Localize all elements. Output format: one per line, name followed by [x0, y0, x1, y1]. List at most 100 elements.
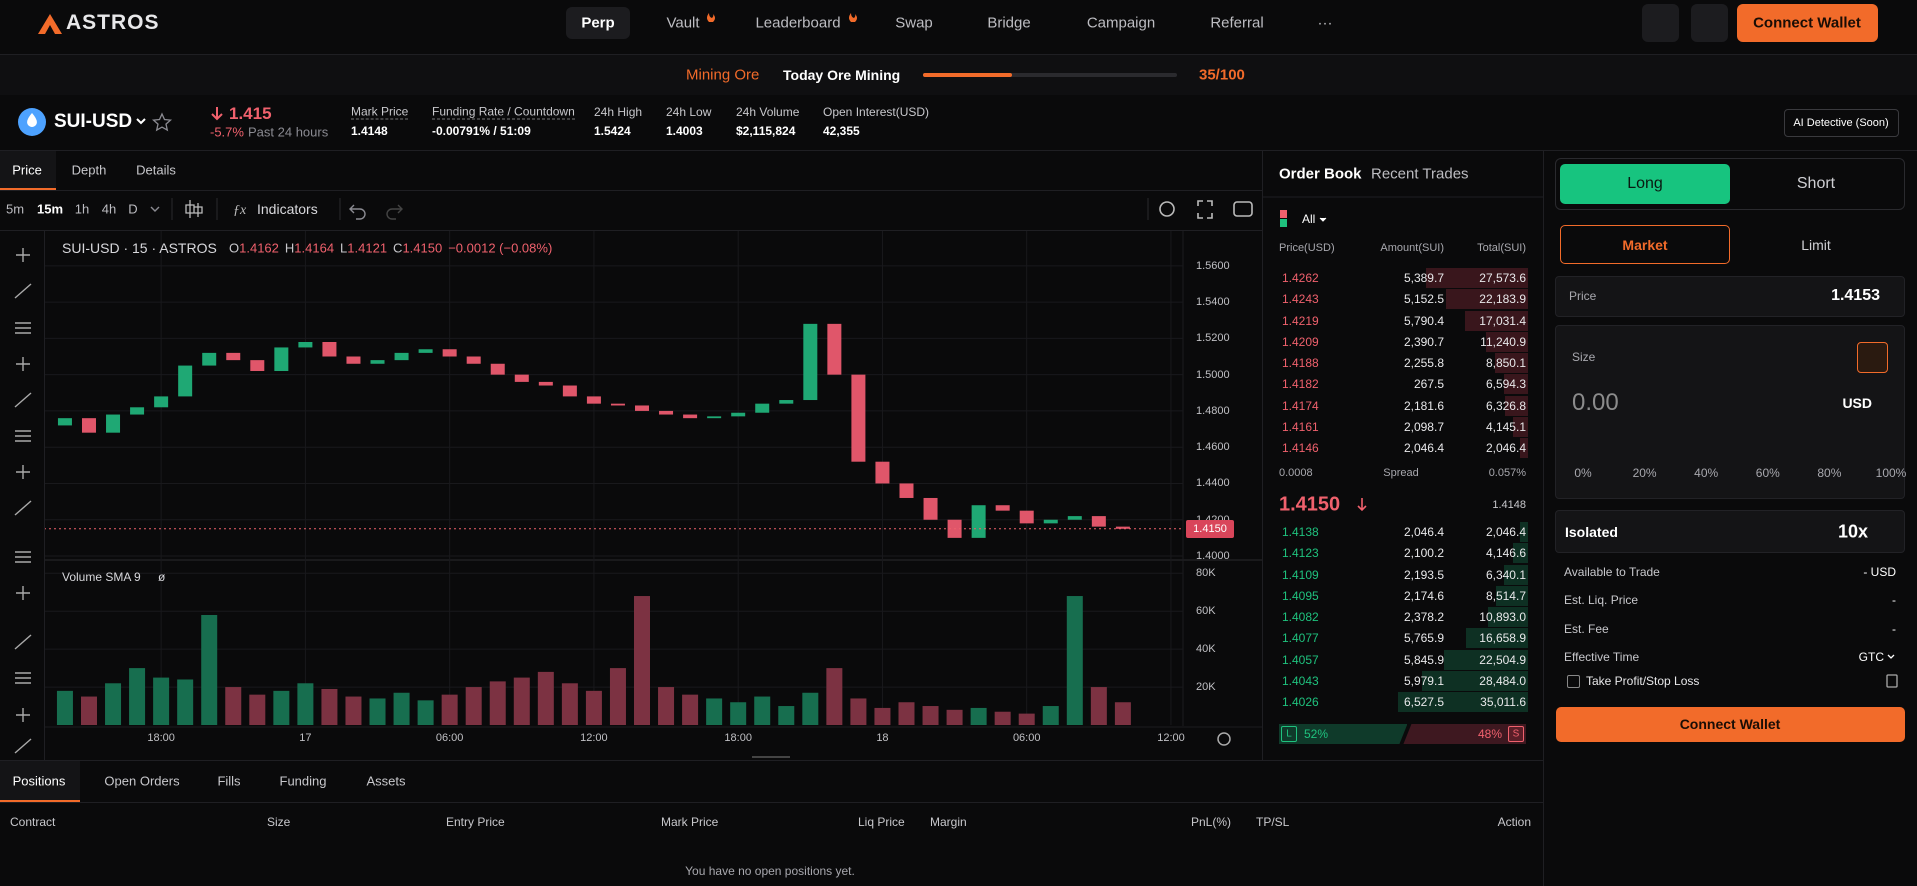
interval[interactable]: D	[128, 201, 138, 217]
orderbook-price[interactable]: 1.4026	[1282, 695, 1319, 709]
depth-bar	[1520, 522, 1528, 542]
positions-tab[interactable]: Funding	[279, 773, 327, 789]
interval[interactable]: 1h	[74, 201, 90, 217]
connect-wallet-label[interactable]: Connect Wallet	[1753, 14, 1861, 32]
fire-icon	[707, 13, 715, 22]
chart-tab-active[interactable]	[0, 151, 56, 190]
margin-mode[interactable]: Isolated	[1565, 524, 1618, 540]
orderbook-total: 35,011.6	[1480, 695, 1526, 709]
volume-bar	[56, 690, 73, 725]
nav-item[interactable]: Perp	[581, 14, 615, 32]
ohlc-value: 1.4164	[294, 240, 335, 256]
nav-item[interactable]: Bridge	[987, 14, 1031, 32]
short-label[interactable]: Short	[1796, 175, 1836, 192]
positions-tab[interactable]: Fills	[217, 773, 241, 789]
orderbook-price[interactable]: 1.4182	[1282, 377, 1319, 392]
volume-bar	[730, 702, 747, 725]
orderbook-price[interactable]: 1.4123	[1282, 546, 1319, 561]
chart-tab[interactable]: Depth	[71, 162, 107, 178]
size-unit[interactable]: USD	[1842, 395, 1872, 411]
orderbook-price[interactable]: 1.4043	[1282, 673, 1319, 688]
positions-tab[interactable]: Assets	[366, 773, 406, 789]
nav-item[interactable]: Vault	[666, 14, 700, 32]
gift-button[interactable]	[1642, 4, 1679, 42]
orderbook-price[interactable]: 1.4219	[1282, 313, 1319, 328]
favorite-star	[151, 112, 173, 132]
orderbook-price[interactable]: 1.4146	[1282, 441, 1319, 455]
price-input[interactable]	[1555, 276, 1905, 317]
ohlc-change: −0.0012 (−0.08%)	[448, 240, 553, 256]
nav-item[interactable]: Referral	[1210, 14, 1264, 32]
candle	[466, 356, 481, 364]
filter[interactable]: All	[1302, 212, 1316, 226]
volume-bar	[321, 688, 338, 725]
y-tick-label: 1.4400	[1196, 477, 1230, 490]
effective-chevron	[1887, 654, 1895, 659]
depth-bar	[1512, 416, 1528, 437]
stat-label: 24h Low	[666, 105, 712, 119]
trades-tab[interactable]: Recent Trades	[1371, 165, 1469, 183]
indicators-button[interactable]: Indicators	[257, 201, 318, 217]
drawing-tool	[15, 322, 31, 334]
orderbook-price[interactable]: 1.4161	[1282, 419, 1319, 434]
positions-tab-underline	[0, 800, 80, 802]
symbol[interactable]: SUI-USD	[54, 111, 133, 132]
mark-price: 1.4148	[1492, 499, 1526, 511]
orderbook-amount: 2,181.6	[1403, 398, 1444, 413]
chart-tab[interactable]: Price	[12, 162, 42, 178]
volume-bar	[153, 677, 170, 725]
interval[interactable]: 15m	[36, 201, 64, 217]
nav-active[interactable]	[566, 7, 630, 39]
orderbook-tab[interactable]: Order Book	[1279, 165, 1362, 183]
stat-label: Mark Price	[351, 104, 409, 120]
nav-item[interactable]: ···	[1317, 14, 1333, 32]
leverage[interactable]: 10x	[1837, 521, 1869, 542]
connect-wallet-button[interactable]	[1737, 4, 1878, 42]
nav-item[interactable]: Leaderboard	[755, 14, 841, 32]
positions-tab[interactable]: Positions	[12, 773, 66, 789]
orderbook-price[interactable]: 1.4188	[1282, 356, 1319, 370]
volume-bar	[1090, 687, 1107, 725]
candle	[779, 400, 794, 404]
language-button[interactable]	[1691, 4, 1728, 42]
long-label[interactable]: Long	[1627, 175, 1663, 192]
orderbook-price[interactable]: 1.4109	[1282, 567, 1319, 582]
size-input[interactable]: 0.00	[1572, 389, 1619, 416]
orderbook-price[interactable]: 1.4077	[1282, 631, 1319, 646]
volume-title: Volume SMA 9	[62, 570, 141, 584]
tpsl-checkbox[interactable]	[1567, 675, 1580, 688]
market-label[interactable]: Market	[1622, 237, 1668, 253]
trade-connect-button[interactable]	[1556, 707, 1905, 742]
mining-link[interactable]: Mining Ore	[686, 66, 760, 84]
orderbook-price[interactable]: 1.4082	[1282, 610, 1319, 624]
limit-label[interactable]: Limit	[1801, 237, 1831, 253]
orderbook-amount: 5,790.4	[1403, 313, 1444, 328]
orderbook-price[interactable]: 1.4138	[1282, 525, 1319, 539]
chart-tab[interactable]: Details	[136, 162, 176, 178]
positions-tab[interactable]: Open Orders	[104, 773, 180, 789]
depth-bar	[1520, 438, 1528, 458]
ai-button[interactable]	[1784, 109, 1899, 137]
volume-bar	[874, 707, 891, 725]
orderbook-price[interactable]: 1.4095	[1282, 588, 1319, 603]
orderbook-price[interactable]: 1.4174	[1282, 398, 1319, 413]
market-button[interactable]	[1560, 225, 1730, 264]
orderbook-price[interactable]: 1.4209	[1282, 334, 1319, 349]
interval[interactable]: 4h	[101, 201, 117, 217]
ai-button-label[interactable]: AI Detective (Soon)	[1793, 117, 1889, 129]
nav-item[interactable]: Campaign	[1086, 14, 1156, 32]
interval[interactable]: 5m	[5, 201, 25, 217]
positions-tab-active[interactable]	[0, 761, 80, 802]
size-power-button[interactable]	[1857, 342, 1888, 373]
orderbook-price[interactable]: 1.4262	[1282, 271, 1319, 285]
trade-connect-label[interactable]: Connect Wallet	[1679, 716, 1781, 732]
drawing-tool	[16, 465, 30, 479]
candle	[514, 374, 529, 382]
long-button[interactable]	[1560, 164, 1730, 204]
tpsl-icon	[1886, 674, 1898, 688]
nav-item[interactable]: Swap	[895, 14, 933, 32]
orderbook-total: 22,504.9	[1479, 652, 1526, 667]
buy-key-box	[1281, 726, 1297, 742]
orderbook-price[interactable]: 1.4057	[1282, 652, 1319, 667]
orderbook-price[interactable]: 1.4243	[1282, 292, 1319, 307]
